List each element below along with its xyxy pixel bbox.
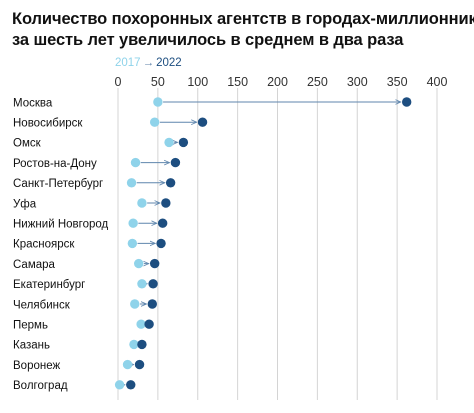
category-label: Самара <box>13 259 56 271</box>
x-tick-label-300: 300 <box>347 75 368 89</box>
point-2017 <box>134 258 144 269</box>
category-label: Казань <box>13 340 50 352</box>
legend-2017: 2017 <box>115 57 141 69</box>
point-2017 <box>130 157 141 168</box>
grid-layer <box>117 88 438 400</box>
point-2022 <box>197 117 208 127</box>
point-2022 <box>170 157 181 168</box>
point-2017 <box>114 380 125 390</box>
row-13: Казань <box>13 339 147 352</box>
x-tick-label-350: 350 <box>387 75 408 89</box>
x-tick-label-50: 50 <box>151 75 165 89</box>
category-label: Омск <box>13 138 42 150</box>
point-2022 <box>148 279 158 289</box>
chart-title-line-1: Количество похоронных агентств в городах… <box>12 10 474 28</box>
row-2: Новосибирск <box>13 117 208 130</box>
point-2022 <box>401 97 412 107</box>
category-label: Красноярск <box>13 239 75 251</box>
row-12: Пермь <box>13 319 154 332</box>
category-label: Санкт-Петербург <box>13 178 103 190</box>
point-2017 <box>137 198 147 208</box>
point-2022 <box>157 218 168 228</box>
point-2022 <box>161 198 171 208</box>
point-2022 <box>165 178 176 188</box>
row-14: Воронеж <box>13 359 145 372</box>
rows-layer: Москва Новосибирск Омск Ростов-на-Дону Санкт… <box>13 97 412 392</box>
category-label: Москва <box>13 97 53 109</box>
point-2017 <box>122 359 133 370</box>
chart-title-line-2: за шесть лет увеличилось в среднем в два… <box>12 31 404 49</box>
row-11: Челябинск <box>13 299 157 311</box>
point-2022 <box>156 238 166 249</box>
category-label: Уфа <box>13 198 37 210</box>
legend-2022: 2022 <box>156 57 182 69</box>
point-2017 <box>153 97 163 107</box>
row-4: Ростов-на-Дону <box>13 157 181 170</box>
point-2017 <box>149 117 160 127</box>
point-2017 <box>129 339 139 350</box>
chart-title: Количество похоронных агентств в городах… <box>12 9 474 51</box>
chart-legend: 2017 → 2022 <box>115 56 182 70</box>
point-2017 <box>137 279 147 289</box>
category-label: Нижний Новгород <box>13 219 109 231</box>
row-8: Красноярск <box>13 238 166 251</box>
category-label: Ростов-на-Дону <box>13 158 97 170</box>
x-tick-label-250: 250 <box>307 75 328 89</box>
row-1: Москва <box>13 97 412 109</box>
point-2022 <box>144 319 154 329</box>
x-tick-label-150: 150 <box>227 75 248 89</box>
point-2017 <box>128 218 138 228</box>
category-label: Челябинск <box>13 299 71 311</box>
point-2017 <box>164 137 174 148</box>
x-tick-label-200: 200 <box>267 75 288 89</box>
point-2017 <box>126 178 137 188</box>
category-label: Екатеринбург <box>13 279 85 291</box>
point-2022 <box>178 137 189 148</box>
category-label: Новосибирск <box>13 118 83 130</box>
x-tick-label-100: 100 <box>187 75 208 89</box>
x-tick-label-0: 0 <box>115 75 122 89</box>
row-9: Самара <box>13 258 160 271</box>
category-label: Воронеж <box>13 360 60 372</box>
point-2022 <box>137 339 147 350</box>
point-2022 <box>147 299 157 309</box>
point-2022 <box>134 359 145 370</box>
point-2017 <box>130 299 140 309</box>
point-2017 <box>136 319 146 329</box>
row-15: Волгоград <box>13 380 136 392</box>
category-label: Волгоград <box>13 380 68 392</box>
row-10: Екатеринбург <box>13 279 158 291</box>
row-6: Уфа <box>13 198 171 210</box>
row-5: Санкт-Петербург <box>13 178 176 190</box>
x-tick-label-400: 400 <box>427 75 448 89</box>
category-label: Пермь <box>13 320 48 332</box>
point-2017 <box>127 238 138 249</box>
point-2022 <box>149 258 160 269</box>
tick-label-layer: 0 50 100 150 200 250 300 350 400 <box>115 75 448 89</box>
row-7: Нижний Новгород <box>13 218 168 231</box>
legend-arrow: → <box>142 57 155 69</box>
row-3: Омск <box>13 137 189 150</box>
point-2022 <box>126 380 136 390</box>
